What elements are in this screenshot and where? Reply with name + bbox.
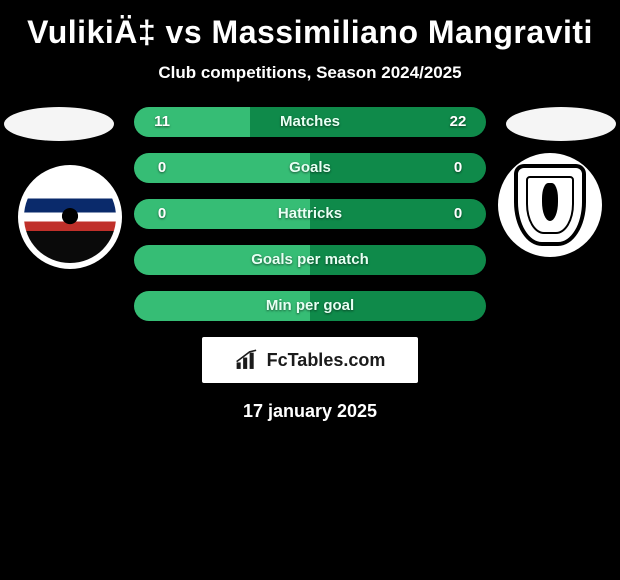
- stat-row: Goals per match: [134, 245, 486, 275]
- stat-label: Min per goal: [266, 291, 354, 321]
- stat-value-right: 0: [438, 153, 478, 183]
- stat-row: 0 0 Hattricks: [134, 199, 486, 229]
- stat-value-left: 0: [142, 153, 182, 183]
- bar-chart-icon: [235, 349, 261, 371]
- stat-label: Goals per match: [251, 245, 369, 275]
- cesena-crest-icon: [514, 164, 587, 245]
- stat-value-left: 11: [142, 107, 182, 137]
- stat-row: 11 22 Matches: [134, 107, 486, 137]
- stats-list: 11 22 Matches 0 0 Goals 0 0 Hattricks Goals per m…: [134, 101, 486, 321]
- sampdoria-crest-icon: [24, 171, 116, 263]
- player-left-oval: [4, 107, 114, 141]
- watermark-text: FcTables.com: [267, 350, 386, 371]
- stat-value-right: 0: [438, 199, 478, 229]
- page-subtitle: Club competitions, Season 2024/2025: [0, 55, 620, 101]
- footer-date: 17 january 2025: [0, 383, 620, 422]
- stat-label: Matches: [280, 107, 340, 137]
- club-logo-right: [498, 153, 602, 257]
- stat-label: Hattricks: [278, 199, 342, 229]
- stat-row: 0 0 Goals: [134, 153, 486, 183]
- club-logo-left: [18, 165, 122, 269]
- watermark: FcTables.com: [202, 337, 418, 383]
- page-title: VulikiÄ‡ vs Massimiliano Mangraviti: [0, 0, 620, 55]
- stat-value-left: 0: [142, 199, 182, 229]
- comparison-content: 11 22 Matches 0 0 Goals 0 0 Hattricks Goals per m…: [0, 101, 620, 422]
- stat-row: Min per goal: [134, 291, 486, 321]
- stat-label: Goals: [289, 153, 331, 183]
- stat-value-right: 22: [438, 107, 478, 137]
- player-right-oval: [506, 107, 616, 141]
